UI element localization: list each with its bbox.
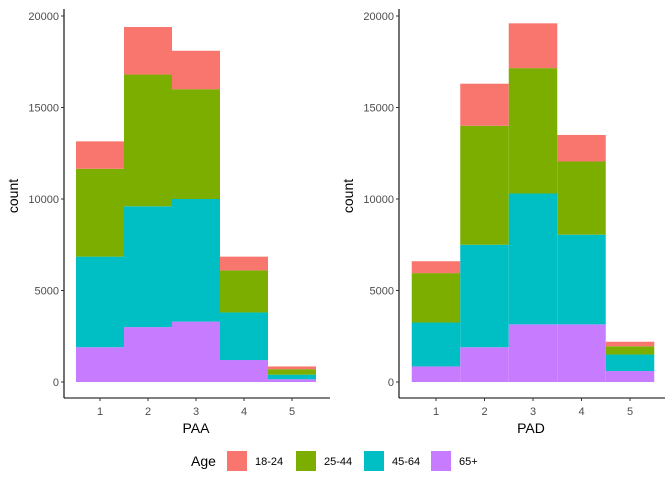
bar-segment-45-64-5 [268,374,316,380]
bar-segment-45-64-3 [172,199,220,322]
bar-segment-65plus-2 [124,327,172,382]
bar-segment-65plus-3 [508,324,558,382]
bar-segment-65plus-3 [172,321,220,382]
bar-segment-25-44-5 [268,369,316,375]
x-tick-label: 1 [97,406,103,418]
bar-segment-65plus-1 [411,366,461,382]
y-tick-label: 0 [388,377,394,389]
bar-segment-65plus-4 [220,360,268,382]
bar-segment-18-24-1 [411,261,461,274]
bar-segment-45-64-4 [557,234,606,325]
bar-segment-65plus-2 [460,347,509,382]
bar-segment-25-44-3 [508,68,558,194]
x-tick-label: 5 [627,406,633,418]
y-tick-label: 5000 [370,286,394,298]
x-tick-label: 2 [145,406,151,418]
bar-segment-18-24-3 [508,23,558,69]
bar-segment-45-64-5 [605,354,655,372]
bar-segment-18-24-4 [557,134,606,162]
y-tick-label: 15000 [28,103,59,115]
bar-segment-65plus-4 [557,324,606,382]
panel-paa: 0 5000 10000 15000 20000 1 2 3 4 5 PAA count [5,9,330,436]
bar-segment-25-44-2 [124,74,172,207]
legend-label: 18-24 [255,456,283,468]
bar-segment-25-44-4 [557,161,606,235]
bar-segment-45-64-2 [124,206,172,328]
bar-segment-18-24-5 [605,341,655,347]
x-tick-label: 5 [289,406,295,418]
x-tick-label: 4 [578,406,584,418]
bar-segment-45-64-4 [220,312,268,361]
bar-segment-18-24-2 [460,83,509,126]
bar-segment-25-44-1 [76,168,124,257]
y-axis-title: count [5,179,21,213]
y-tick-label: 5000 [35,286,59,298]
y-tick-label: 15000 [363,103,394,115]
bar-segment-18-24-3 [172,50,220,90]
x-tick-label: 1 [433,406,439,418]
legend-key-45-64 [364,451,384,471]
x-axis-title: PAA [183,420,211,436]
x-tick-label: 3 [530,406,536,418]
bar-segment-18-24-2 [124,26,172,75]
bar-segment-18-24-5 [268,366,316,370]
y-tick-label: 0 [53,377,59,389]
bar-segment-25-44-3 [172,89,220,199]
x-tick-label: 2 [481,406,487,418]
bar-segment-25-44-4 [220,270,268,313]
panel-pad: 0 5000 10000 15000 20000 1 2 3 4 5 PAD count [340,9,665,436]
bar-segment-25-44-5 [605,346,655,355]
legend-title: Age [191,453,216,469]
x-tick-label: 4 [241,406,247,418]
bar-segment-45-64-1 [411,322,461,367]
bar-segment-45-64-3 [508,193,558,325]
bar-segment-65plus-5 [268,379,316,382]
legend-label: 45-64 [392,456,420,468]
x-axis-title: PAD [517,420,545,436]
bar-segment-18-24-4 [220,256,268,271]
bar-segment-18-24-1 [76,141,124,169]
bar-segment-45-64-1 [76,256,124,348]
y-axis-title: count [340,179,356,213]
bar-segment-65plus-5 [605,371,655,382]
bar-segment-25-44-2 [460,125,509,245]
legend-key-65plus [431,451,451,471]
bar-segment-65plus-1 [76,347,124,382]
x-tick-label: 3 [193,406,199,418]
legend-key-25-44 [296,451,316,471]
y-tick-label: 10000 [363,194,394,206]
y-tick-label: 10000 [28,194,59,206]
legend-label: 25-44 [324,456,352,468]
legend-label: 65+ [459,456,478,468]
bar-segment-45-64-2 [460,244,509,348]
legend-key-18-24 [227,451,247,471]
legend: Age 18-24 25-44 45-64 65+ [191,451,478,471]
y-tick-label: 20000 [363,11,394,23]
y-tick-label: 20000 [28,11,59,23]
bar-segment-25-44-1 [411,273,461,323]
